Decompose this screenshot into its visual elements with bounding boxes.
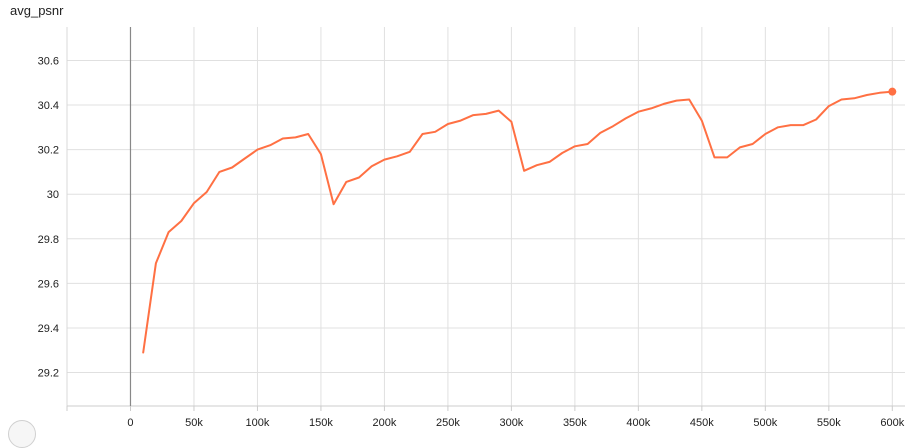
- y-tick-label: 29.2: [38, 368, 59, 380]
- x-tick-label: 100k: [246, 417, 270, 429]
- series-line: [142, 90, 894, 354]
- chart-series: [142, 87, 897, 354]
- chart-grid: [67, 27, 905, 406]
- x-tick-label: 450k: [690, 417, 714, 429]
- y-tick-label: 30.2: [38, 145, 59, 157]
- y-tick-label: 29.4: [38, 323, 59, 335]
- chart-axes: [66, 27, 905, 411]
- last-point-marker[interactable]: [888, 87, 897, 96]
- y-tick-label: 29.8: [38, 234, 59, 246]
- y-tick-labels: 29.2 29.4 29.6 29.8 30 30.2 30.4 30.6: [38, 55, 59, 379]
- x-tick-label: 0: [127, 417, 133, 429]
- y-tick-label: 30.4: [38, 100, 59, 112]
- x-tick-label: 350k: [563, 417, 587, 429]
- x-tick-label: 200k: [372, 417, 396, 429]
- y-tick-label: 29.6: [38, 278, 59, 290]
- x-tick-label: 300k: [499, 417, 523, 429]
- x-tick-labels: 0 50k 100k 150k 200k 250k 300k 350k 400k 450k 500k…: [127, 417, 904, 429]
- line-chart: 29.2 29.4 29.6 29.8 30 30.2 30.4 30.6 0 50k 100k 1…: [38, 27, 905, 429]
- x-tick-label: 550k: [817, 417, 841, 429]
- x-tick-label: 250k: [436, 417, 460, 429]
- x-tick-label: 50k: [185, 417, 203, 429]
- x-tick-label: 400k: [626, 417, 650, 429]
- settings-toggle-button[interactable]: [8, 420, 36, 448]
- x-tick-label: 600k: [880, 417, 904, 429]
- y-tick-label: 30.6: [38, 55, 59, 67]
- chart-title: avg_psnr: [10, 3, 64, 18]
- x-tick-label: 150k: [309, 417, 333, 429]
- y-tick-label: 30: [47, 189, 59, 201]
- x-tick-label: 500k: [753, 417, 777, 429]
